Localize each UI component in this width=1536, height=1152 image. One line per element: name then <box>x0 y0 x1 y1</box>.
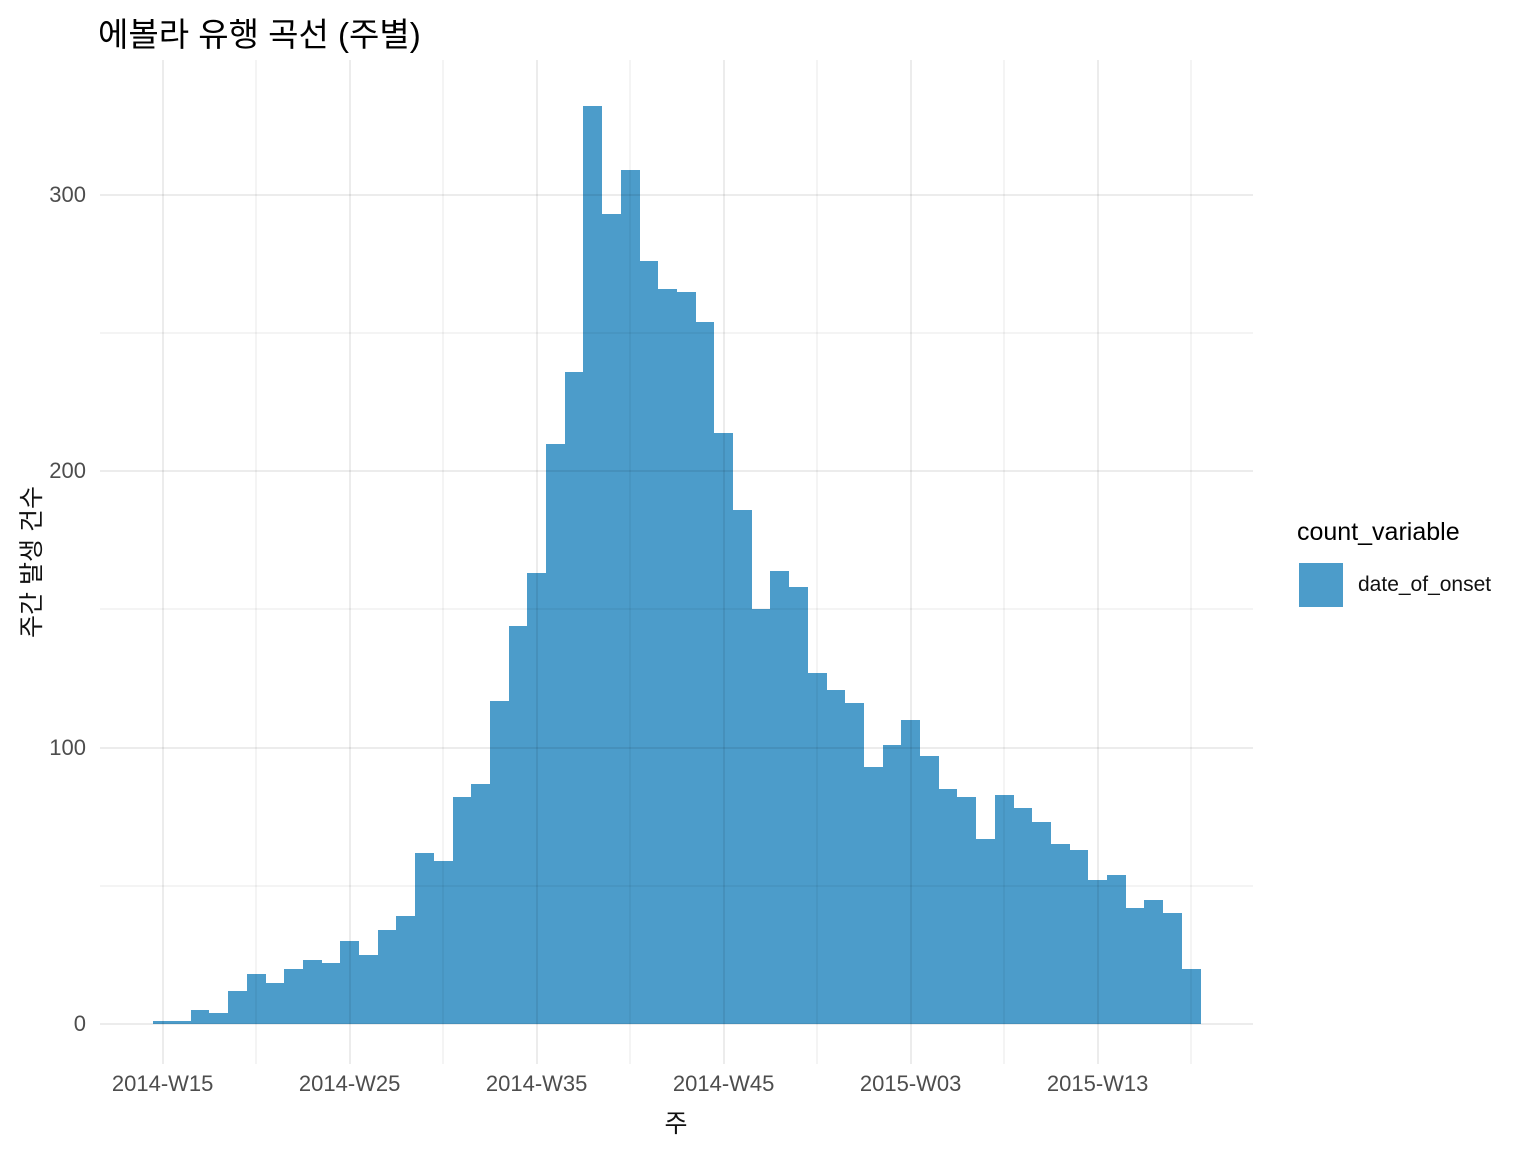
bar-2015-W16 <box>1144 899 1164 1024</box>
bar-2015-W08 <box>994 794 1014 1024</box>
bar-2014-W49 <box>789 587 808 1024</box>
bar-2014-W15 <box>153 1021 173 1024</box>
y-tick-label-200: 200 <box>49 458 86 484</box>
bar-2014-W27 <box>377 930 397 1024</box>
bar-2015-W17 <box>1163 913 1182 1024</box>
gridline-x-major <box>535 60 538 1064</box>
gridline-x-minor <box>629 60 632 1064</box>
bar-2014-W37 <box>564 371 584 1024</box>
x-tick-label-2014-W25: 2014-W25 <box>298 1071 401 1096</box>
bar-2015-W18 <box>1181 968 1201 1024</box>
gridline-x-major <box>161 60 164 1064</box>
bar-2014-W17 <box>190 1010 210 1024</box>
bar-2014-W33 <box>489 700 509 1024</box>
bar-2014-W25 <box>340 941 360 1024</box>
bar-2014-W31 <box>452 797 472 1024</box>
bar-2014-W24 <box>321 963 341 1024</box>
bar-2015-W10 <box>1032 822 1051 1024</box>
bar-2015-W06 <box>957 797 977 1024</box>
bar-2014-W35 <box>527 573 547 1024</box>
gridline-x-minor <box>816 60 819 1064</box>
bar-2014-W34 <box>508 625 528 1024</box>
bar-2014-W36 <box>546 443 565 1024</box>
bar-2015-W01 <box>863 766 883 1024</box>
bar-2014-W44 <box>695 321 715 1024</box>
bar-2014-W30 <box>433 860 453 1024</box>
bar-2015-W02 <box>882 744 902 1024</box>
bar-2014-W38 <box>583 106 603 1024</box>
bar-2014-W18 <box>209 1012 229 1024</box>
bar-2014-W21 <box>265 982 285 1024</box>
y-axis-title: 주간 발생 건수 <box>18 486 46 638</box>
bar-2014-W26 <box>359 954 378 1024</box>
gridline-y-minor <box>100 332 1253 334</box>
x-tick-label-2014-W15: 2014-W15 <box>111 1071 214 1096</box>
x-tick-label-2014-W45: 2014-W45 <box>672 1071 775 1096</box>
bar-2014-W47 <box>751 609 771 1024</box>
bar-2015-W12 <box>1069 849 1089 1024</box>
bar-2014-W22 <box>284 968 303 1024</box>
bar-2014-W19 <box>228 990 247 1024</box>
bar-2014-W20 <box>246 974 266 1024</box>
bar-2014-W51 <box>826 689 846 1024</box>
y-tick-label-100: 100 <box>49 734 86 760</box>
bar-2014-W40 <box>620 169 640 1024</box>
bar-2014-W45 <box>714 432 734 1024</box>
bar-2015-W13 <box>1088 880 1108 1024</box>
legend-item: date_of_onset <box>1299 563 1491 607</box>
bar-2014-W42 <box>658 288 677 1024</box>
legend: count_variable date_of_onset <box>1297 518 1491 607</box>
gridline-x-minor <box>255 60 258 1064</box>
bar-2015-W04 <box>920 755 939 1024</box>
gridline-y-major <box>100 746 1253 749</box>
y-tick-label-300: 300 <box>49 181 86 207</box>
bar-2014-W43 <box>676 291 696 1024</box>
x-tick-label-2015-W03: 2015-W03 <box>859 1071 962 1096</box>
bar-2015-W15 <box>1125 907 1145 1024</box>
legend-item-label: date_of_onset <box>1358 573 1492 596</box>
bar-2014-W23 <box>302 960 322 1024</box>
gridline-y-major <box>100 1023 1253 1025</box>
bar-2014-W32 <box>471 783 490 1024</box>
legend-color-swatch <box>1299 563 1343 607</box>
gridline-y-major <box>100 470 1253 473</box>
gridline-x-major <box>1096 60 1099 1064</box>
bar-2014-W48 <box>770 570 790 1024</box>
bar-2014-W39 <box>602 214 621 1024</box>
gridline-x-minor <box>1003 60 1006 1064</box>
x-axis-title: 주 <box>664 1110 688 1138</box>
bar-2014-W28 <box>396 916 416 1024</box>
gridline-y-minor <box>100 884 1253 887</box>
bar-2015-W05 <box>938 789 958 1024</box>
bar-2015-W09 <box>1013 808 1033 1024</box>
bar-2014-W50 <box>807 672 827 1024</box>
x-tick-label-2014-W35: 2014-W35 <box>485 1071 588 1096</box>
bar-2015-W07 <box>976 838 995 1024</box>
bar-2015-W03 <box>901 719 921 1024</box>
legend-title: count_variable <box>1297 518 1460 546</box>
bar-2014-W41 <box>639 261 659 1024</box>
gridline-y-major <box>100 193 1253 196</box>
bar-2014-W16 <box>172 1021 191 1024</box>
bar-2014-W29 <box>415 852 434 1024</box>
gridline-x-major <box>909 60 912 1064</box>
gridline-x-minor <box>1190 60 1193 1064</box>
gridline-x-major <box>722 60 725 1064</box>
gridline-y-minor <box>100 608 1253 611</box>
bar-2014-W52 <box>845 703 864 1024</box>
gridline-x-minor <box>442 60 445 1064</box>
gridline-x-major <box>348 60 351 1064</box>
y-tick-label-0: 0 <box>73 1011 86 1036</box>
bar-2015-W14 <box>1107 874 1126 1024</box>
x-tick-label-2015-W13: 2015-W13 <box>1046 1071 1149 1096</box>
bar-2015-W11 <box>1050 844 1070 1024</box>
plot-title: 에볼라 유행 곡선 (주별) <box>98 16 421 53</box>
plot-panel <box>100 60 1253 1064</box>
bar-2014-W46 <box>733 509 752 1024</box>
